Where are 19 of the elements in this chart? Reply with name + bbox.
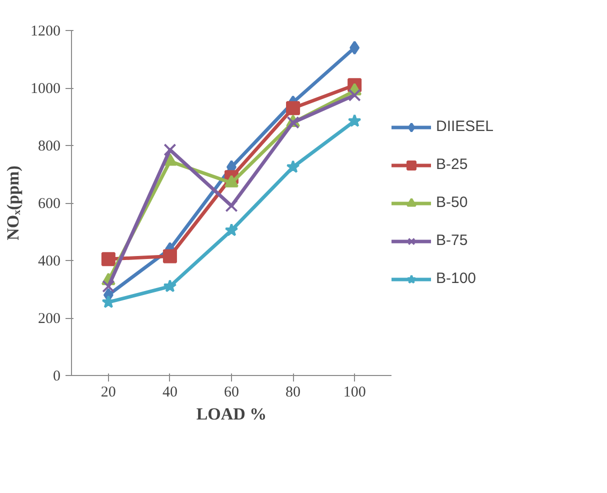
legend-label: DIIESEL bbox=[436, 118, 494, 135]
legend-label: B-75 bbox=[436, 232, 468, 249]
y-tick-label: 0 bbox=[53, 368, 60, 384]
legend-label: B-100 bbox=[436, 270, 476, 287]
y-tick-label: 800 bbox=[38, 138, 60, 154]
y-tick-label: 600 bbox=[38, 196, 60, 212]
legend-label: B-25 bbox=[436, 156, 468, 173]
legend-label: B-50 bbox=[436, 194, 468, 211]
x-tick-label: 100 bbox=[343, 384, 366, 400]
y-tick-label: 200 bbox=[38, 311, 60, 327]
x-tick-label: 80 bbox=[286, 384, 301, 400]
y-axis-title: NOₓ(ppm) bbox=[4, 166, 22, 240]
x-tick-label: 40 bbox=[162, 384, 178, 400]
y-tick-label: 1000 bbox=[30, 81, 60, 97]
x-axis-title: LOAD % bbox=[196, 404, 267, 424]
y-tick-label: 400 bbox=[38, 254, 60, 270]
y-tick-label: 1200 bbox=[30, 24, 60, 40]
x-tick-label: 20 bbox=[100, 384, 116, 400]
x-tick-label: 60 bbox=[224, 384, 239, 400]
